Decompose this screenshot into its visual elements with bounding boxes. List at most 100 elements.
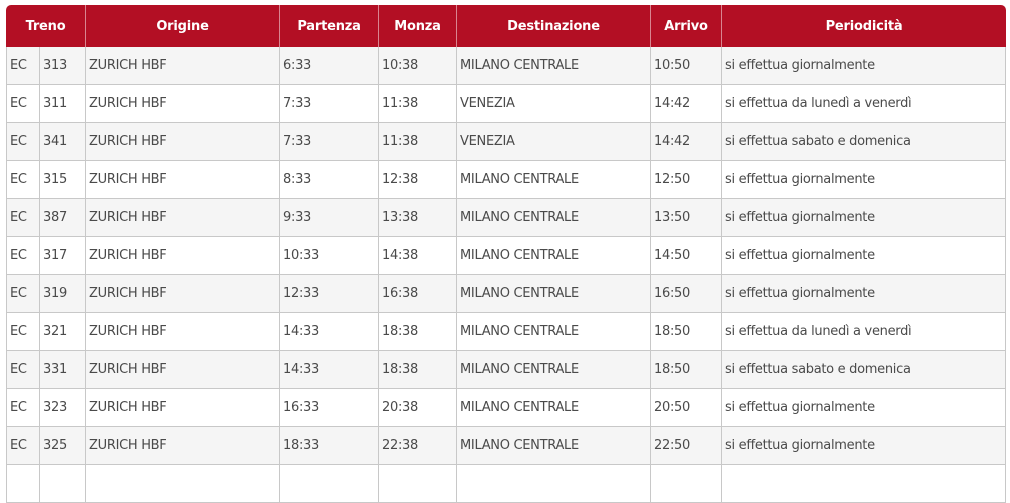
destination-station-cell	[457, 465, 652, 503]
train-timetable: Treno Origine Partenza Monza Destinazion…	[6, 5, 1007, 503]
header-row: Treno Origine Partenza Monza Destinazion…	[6, 5, 1007, 47]
header-periodicita: Periodicità	[722, 5, 1007, 47]
table-row	[6, 465, 1007, 503]
table-row: EC 311 ZURICH HBF 7:33 11:38 VENEZIA 14:42 si e…	[6, 85, 1007, 123]
destination-station-cell: VENEZIA	[457, 85, 652, 123]
departure-time-cell: 14:33	[280, 313, 380, 351]
monza-time-cell: 16:38	[379, 275, 458, 313]
train-category-cell: EC	[6, 85, 40, 123]
train-number-cell	[40, 465, 87, 503]
departure-time-cell: 7:33	[280, 123, 380, 161]
departure-time-cell: 6:33	[280, 47, 380, 85]
departure-time-cell: 8:33	[280, 161, 380, 199]
destination-station-cell: MILANO CENTRALE	[457, 389, 652, 427]
train-category-cell: EC	[6, 389, 40, 427]
frequency-cell: si effettua da lunedì a venerdì	[722, 313, 1007, 351]
train-category-cell: EC	[6, 313, 40, 351]
destination-station-cell: MILANO CENTRALE	[457, 47, 652, 85]
arrival-time-cell: 22:50	[651, 427, 723, 465]
departure-time-cell: 18:33	[280, 427, 380, 465]
train-number-cell: 315	[40, 161, 87, 199]
origin-station-cell: ZURICH HBF	[86, 123, 281, 161]
origin-station-cell: ZURICH HBF	[86, 313, 281, 351]
arrival-time-cell: 10:50	[651, 47, 723, 85]
departure-time-cell: 7:33	[280, 85, 380, 123]
header-arrivo: Arrivo	[651, 5, 723, 47]
monza-time-cell: 10:38	[379, 47, 458, 85]
origin-station-cell: ZURICH HBF	[86, 161, 281, 199]
train-category-cell: EC	[6, 351, 40, 389]
monza-time-cell	[379, 465, 458, 503]
train-category-cell: EC	[6, 161, 40, 199]
departure-time-cell: 9:33	[280, 199, 380, 237]
departure-time-cell: 12:33	[280, 275, 380, 313]
train-number-cell: 313	[40, 47, 87, 85]
destination-station-cell: VENEZIA	[457, 123, 652, 161]
frequency-cell: si effettua giornalmente	[722, 161, 1007, 199]
destination-station-cell: MILANO CENTRALE	[457, 237, 652, 275]
table-row: EC 325 ZURICH HBF 18:33 22:38 MILANO CENTRALE…	[6, 427, 1007, 465]
frequency-cell: si effettua giornalmente	[722, 47, 1007, 85]
origin-station-cell: ZURICH HBF	[86, 351, 281, 389]
train-category-cell: EC	[6, 275, 40, 313]
arrival-time-cell: 18:50	[651, 313, 723, 351]
frequency-cell: si effettua giornalmente	[722, 427, 1007, 465]
departure-time-cell: 10:33	[280, 237, 380, 275]
table-row: EC 321 ZURICH HBF 14:33 18:38 MILANO CENTRALE…	[6, 313, 1007, 351]
destination-station-cell: MILANO CENTRALE	[457, 161, 652, 199]
arrival-time-cell: 20:50	[651, 389, 723, 427]
frequency-cell: si effettua giornalmente	[722, 199, 1007, 237]
origin-station-cell: ZURICH HBF	[86, 389, 281, 427]
table-row: EC 313 ZURICH HBF 6:33 10:38 MILANO CENTRALE 1…	[6, 47, 1007, 85]
header-partenza: Partenza	[280, 5, 380, 47]
train-number-cell: 331	[40, 351, 87, 389]
table-row: EC 323 ZURICH HBF 16:33 20:38 MILANO CENTRALE…	[6, 389, 1007, 427]
train-number-cell: 341	[40, 123, 87, 161]
monza-time-cell: 14:38	[379, 237, 458, 275]
frequency-cell: si effettua giornalmente	[722, 275, 1007, 313]
table-row: EC 315 ZURICH HBF 8:33 12:38 MILANO CENTRALE 1…	[6, 161, 1007, 199]
origin-station-cell: ZURICH HBF	[86, 85, 281, 123]
train-category-cell: EC	[6, 123, 40, 161]
monza-time-cell: 11:38	[379, 85, 458, 123]
frequency-cell: si effettua giornalmente	[722, 389, 1007, 427]
origin-station-cell	[86, 465, 281, 503]
arrival-time-cell: 14:42	[651, 123, 723, 161]
destination-station-cell: MILANO CENTRALE	[457, 351, 652, 389]
arrival-time-cell: 16:50	[651, 275, 723, 313]
train-number-cell: 325	[40, 427, 87, 465]
origin-station-cell: ZURICH HBF	[86, 427, 281, 465]
train-number-cell: 323	[40, 389, 87, 427]
destination-station-cell: MILANO CENTRALE	[457, 275, 652, 313]
header-monza: Monza	[379, 5, 458, 47]
train-category-cell: EC	[6, 47, 40, 85]
train-category-cell	[6, 465, 40, 503]
monza-time-cell: 22:38	[379, 427, 458, 465]
origin-station-cell: ZURICH HBF	[86, 275, 281, 313]
train-category-cell: EC	[6, 237, 40, 275]
origin-station-cell: ZURICH HBF	[86, 199, 281, 237]
table-row: EC 317 ZURICH HBF 10:33 14:38 MILANO CENTRALE…	[6, 237, 1007, 275]
monza-time-cell: 13:38	[379, 199, 458, 237]
monza-time-cell: 12:38	[379, 161, 458, 199]
origin-station-cell: ZURICH HBF	[86, 237, 281, 275]
frequency-cell: si effettua giornalmente	[722, 237, 1007, 275]
table-body: EC 313 ZURICH HBF 6:33 10:38 MILANO CENTRALE 1…	[6, 47, 1007, 503]
arrival-time-cell	[651, 465, 723, 503]
departure-time-cell	[280, 465, 380, 503]
arrival-time-cell: 14:50	[651, 237, 723, 275]
table-row: EC 387 ZURICH HBF 9:33 13:38 MILANO CENTRALE 1…	[6, 199, 1007, 237]
arrival-time-cell: 18:50	[651, 351, 723, 389]
departure-time-cell: 16:33	[280, 389, 380, 427]
train-number-cell: 311	[40, 85, 87, 123]
frequency-cell: si effettua sabato e domenica	[722, 123, 1007, 161]
train-number-cell: 319	[40, 275, 87, 313]
arrival-time-cell: 12:50	[651, 161, 723, 199]
header-treno: Treno	[6, 5, 87, 47]
table-row: EC 341 ZURICH HBF 7:33 11:38 VENEZIA 14:42 si e…	[6, 123, 1007, 161]
frequency-cell	[722, 465, 1007, 503]
train-category-cell: EC	[6, 427, 40, 465]
train-category-cell: EC	[6, 199, 40, 237]
departure-time-cell: 14:33	[280, 351, 380, 389]
frequency-cell: si effettua sabato e domenica	[722, 351, 1007, 389]
